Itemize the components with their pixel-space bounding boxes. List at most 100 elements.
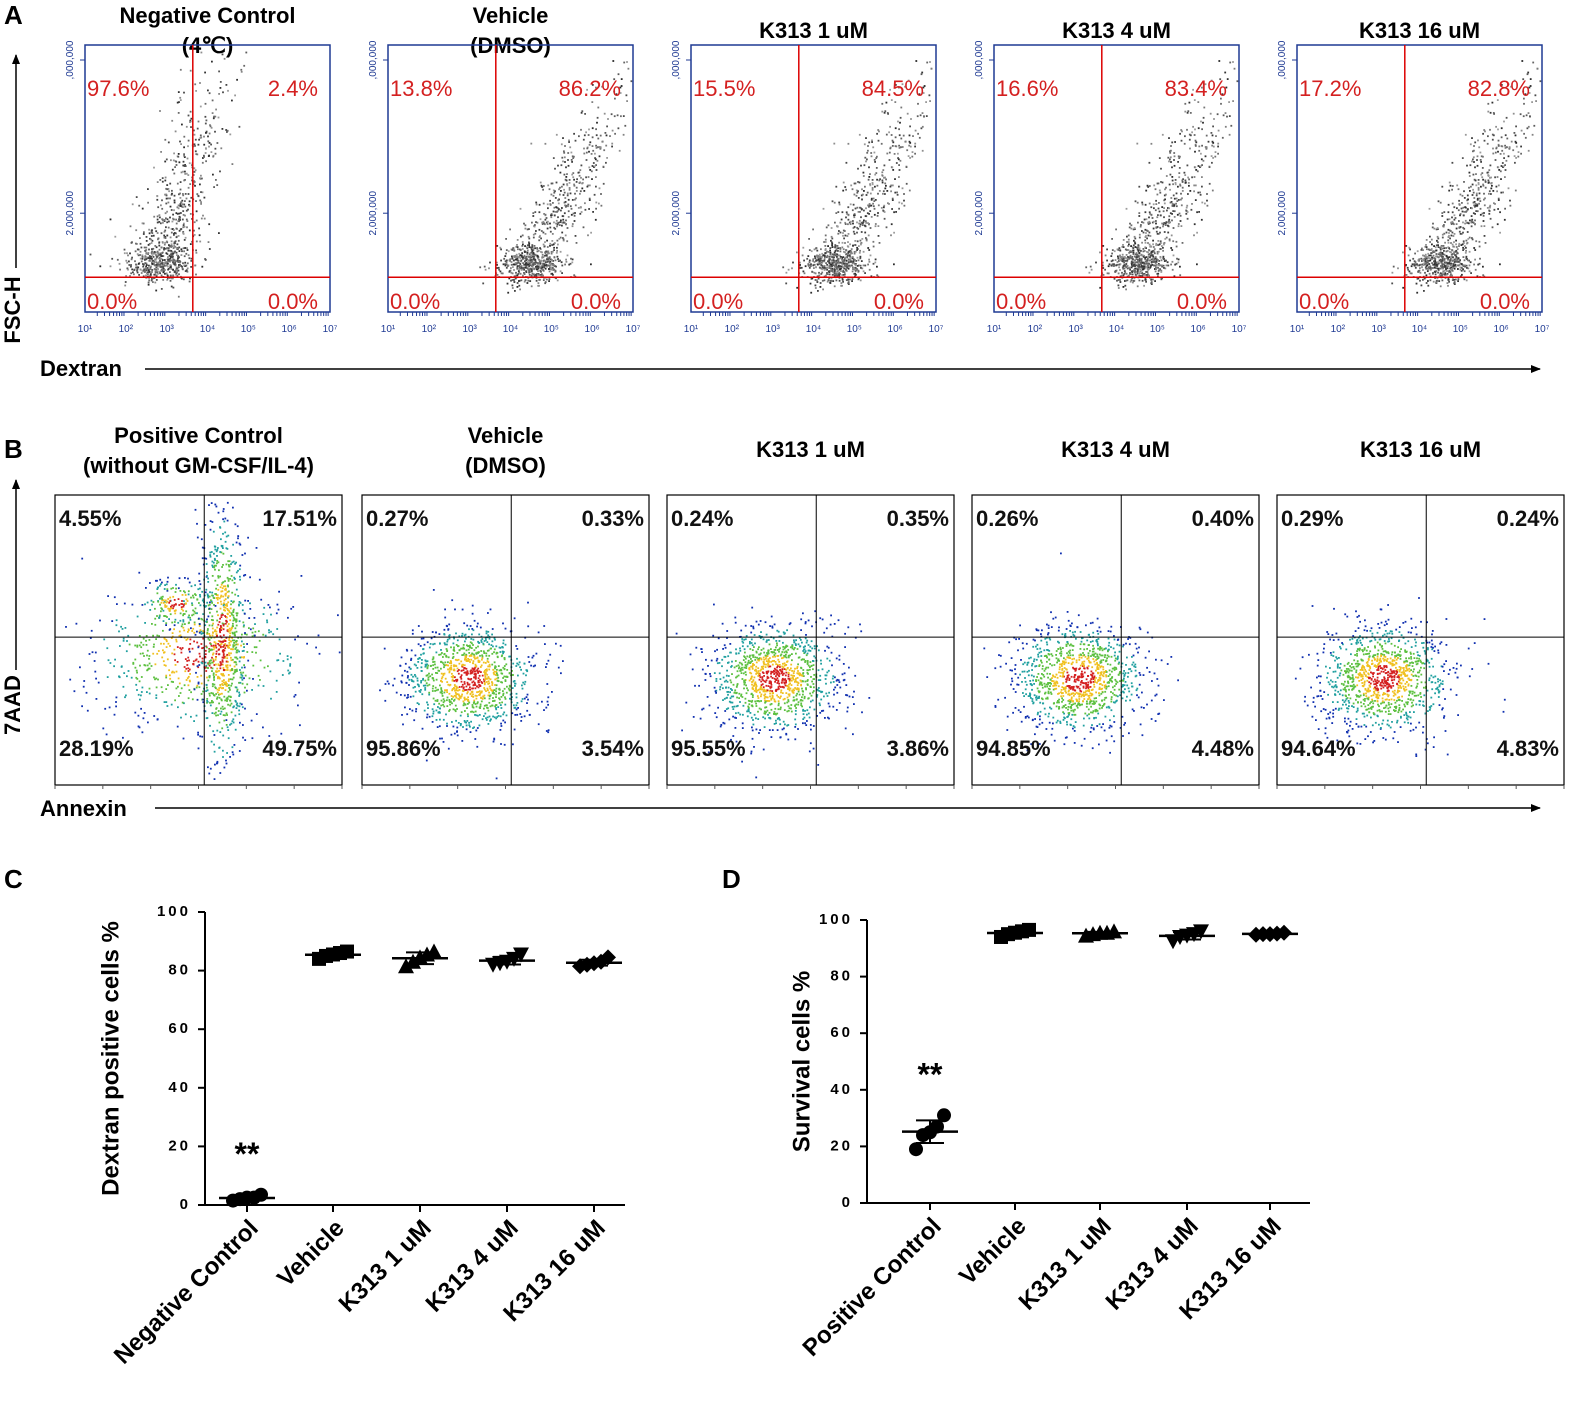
dot — [195, 150, 197, 152]
dot — [172, 169, 174, 171]
dot — [185, 265, 187, 267]
dot — [852, 271, 854, 273]
dot — [561, 232, 563, 234]
dot — [914, 153, 916, 155]
dot — [199, 653, 201, 655]
dot — [831, 236, 833, 238]
dot — [164, 273, 166, 275]
dot — [1112, 249, 1114, 251]
quadrant-percent: 2.4% — [268, 76, 318, 101]
dot — [1506, 117, 1508, 119]
dot — [1450, 264, 1452, 266]
dot — [1167, 265, 1169, 267]
dot — [564, 161, 566, 163]
dot — [175, 161, 177, 163]
dot — [1103, 274, 1105, 276]
x-tick-label: 10⁶ — [1494, 324, 1509, 335]
dot — [892, 145, 894, 147]
dot — [537, 257, 539, 259]
dot — [180, 717, 182, 719]
dot — [605, 145, 607, 147]
dot — [506, 267, 508, 269]
dot — [131, 241, 133, 243]
dot — [200, 583, 202, 585]
dot — [177, 102, 179, 104]
dot — [568, 210, 570, 212]
dot — [596, 147, 598, 149]
dot — [571, 214, 573, 216]
dot — [1157, 194, 1159, 196]
dot — [1455, 256, 1457, 258]
dot — [1189, 102, 1191, 104]
dot — [1467, 238, 1469, 240]
dot — [824, 269, 826, 271]
dot — [1444, 221, 1446, 223]
dot — [831, 238, 833, 240]
dot — [162, 177, 164, 179]
dot — [541, 230, 543, 232]
dot — [855, 208, 857, 210]
dot — [190, 70, 192, 72]
dot — [1478, 182, 1480, 184]
dot — [174, 166, 176, 168]
dot — [1499, 232, 1501, 234]
dot — [885, 185, 887, 187]
dot — [1431, 262, 1433, 264]
dot — [589, 141, 591, 143]
dot — [203, 144, 205, 146]
dot — [550, 216, 552, 218]
dot — [578, 207, 580, 209]
dot — [1509, 200, 1511, 202]
dot — [604, 113, 606, 115]
dot — [834, 269, 836, 271]
dot — [1140, 226, 1142, 228]
dot — [843, 182, 845, 184]
dot — [891, 167, 893, 169]
dot — [521, 269, 523, 271]
dot — [1429, 265, 1431, 267]
dot — [1139, 280, 1141, 282]
dot — [868, 142, 870, 144]
dot — [185, 193, 187, 195]
dot — [845, 254, 847, 256]
dot — [623, 134, 625, 136]
dot — [614, 115, 616, 117]
dot — [510, 280, 512, 282]
dot — [197, 676, 199, 678]
dot — [172, 214, 174, 216]
dot — [1130, 245, 1132, 247]
dot — [537, 274, 539, 276]
dot — [568, 141, 570, 143]
dot — [1136, 143, 1138, 145]
dot — [858, 270, 860, 272]
dot — [1466, 165, 1468, 167]
dot — [541, 275, 543, 277]
dot — [531, 249, 533, 251]
dot — [1123, 273, 1125, 275]
dot — [518, 270, 520, 272]
dot — [141, 272, 143, 274]
dot — [161, 247, 163, 249]
dot — [223, 667, 225, 669]
dot — [216, 651, 218, 653]
dot — [1174, 165, 1176, 167]
dot — [536, 204, 538, 206]
dot — [200, 106, 202, 108]
dot — [523, 223, 525, 225]
dot — [1152, 217, 1154, 219]
dot — [1217, 113, 1219, 115]
dot — [561, 157, 563, 159]
dot — [566, 240, 568, 242]
dot — [1500, 178, 1502, 180]
dot — [853, 204, 855, 206]
dot — [510, 267, 512, 269]
dot — [1416, 283, 1418, 285]
dot — [875, 223, 877, 225]
dot — [1128, 275, 1130, 277]
dot — [187, 158, 189, 160]
dot — [1448, 211, 1450, 213]
dot — [1127, 256, 1129, 258]
dot — [178, 587, 180, 589]
dot — [150, 256, 152, 258]
dot — [908, 155, 910, 157]
